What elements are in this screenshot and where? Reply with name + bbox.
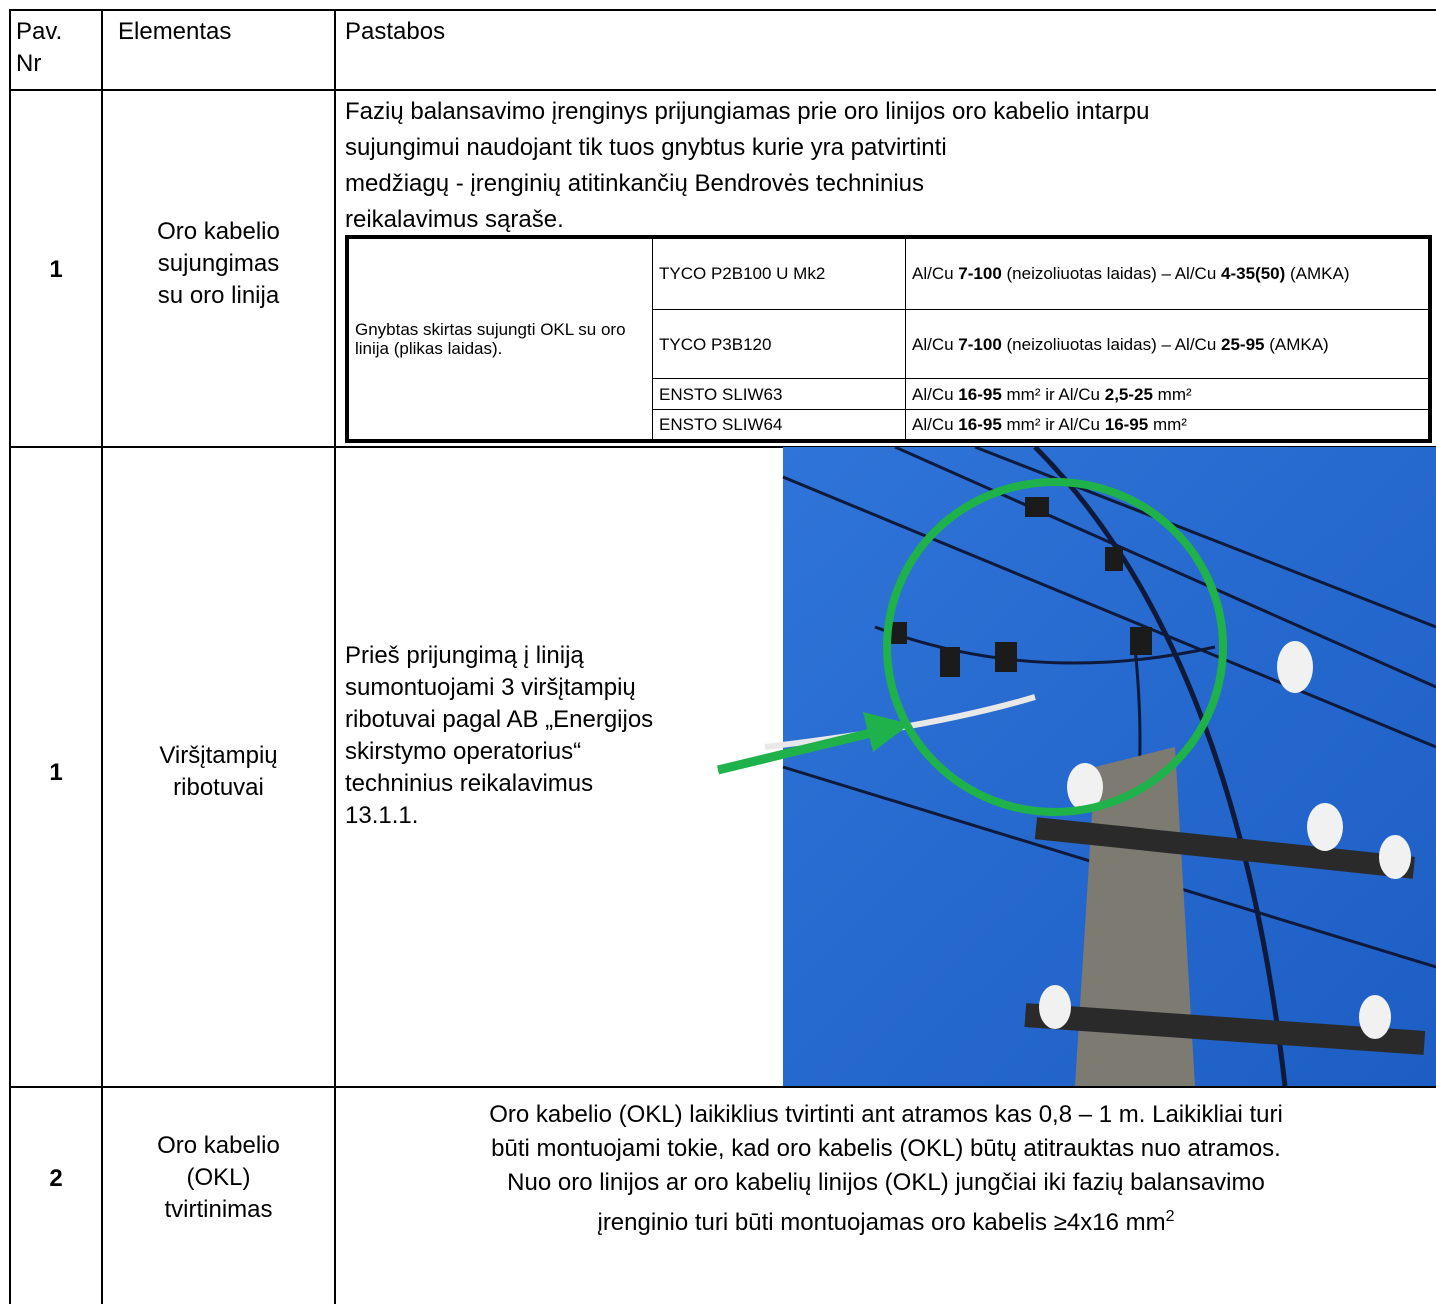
text: (AMKA) — [1264, 334, 1329, 354]
text: skirstymo operatorius“ — [345, 738, 582, 765]
text: ribotuvai — [173, 774, 264, 801]
text: 4-35(50) — [1221, 264, 1286, 284]
text: mm² ir Al/Cu — [1001, 384, 1105, 404]
superscript: 2 — [1165, 1208, 1175, 1225]
clamp-table: Gnybtas skirtas sujungti OKL su oro lini… — [345, 235, 1432, 443]
text: Al/Cu — [912, 334, 959, 354]
text: medžiagų - įrenginių atitinkančių Bendro… — [345, 170, 924, 197]
border — [10, 89, 1436, 91]
text: sujungimas — [157, 250, 280, 277]
text: Nuo oro linijos ar oro kabelių linijos (… — [507, 1169, 1265, 1196]
table: Gnybtas skirtas sujungti OKL su oro lini… — [348, 238, 1429, 441]
row-element: Oro kabelio (OKL) tvirtinimas — [102, 1130, 335, 1226]
text: Oro kabelio — [157, 1132, 280, 1159]
text: 16-95 — [958, 414, 1002, 434]
border — [10, 1086, 1436, 1088]
text: Viršįtampių — [159, 742, 278, 769]
row-notes: Oro kabelio (OKL) laikiklius tvirtinti a… — [336, 1098, 1436, 1240]
text: mm² — [1148, 414, 1187, 434]
row-element: Oro kabelio sujungimas su oro linija — [102, 216, 335, 312]
text: mm² — [1152, 384, 1192, 404]
text: sumontuojami 3 viršįtampių — [345, 674, 636, 701]
text: Prieš prijungimą į liniją — [345, 642, 584, 669]
text: Pav. — [16, 18, 63, 45]
clamp-model: ENSTO SLIW64 — [652, 408, 906, 441]
border — [334, 9, 336, 1304]
row-notes: Prieš prijungimą į liniją sumontuojami 3… — [345, 640, 653, 832]
text: Nr — [16, 50, 42, 77]
clamp-spec: Al/Cu 16-95 mm² ir Al/Cu 2,5-25 mm² — [905, 378, 1429, 410]
header-notes: Pastabos — [345, 16, 445, 48]
text: įrenginio turi būti montuojamas oro kabe… — [597, 1209, 1166, 1236]
clamp-spec: Al/Cu 16-95 mm² ir Al/Cu 16-95 mm² — [905, 408, 1429, 441]
header-element: Elementas — [118, 16, 231, 48]
border — [10, 446, 1436, 448]
text: (neizoliuotas laidas) – Al/Cu — [1001, 334, 1222, 354]
text: 7-100 — [958, 334, 1002, 354]
text: 2,5-25 — [1104, 384, 1153, 404]
text: techninius reikalavimus — [345, 770, 594, 797]
text: mm² ir Al/Cu — [1001, 414, 1105, 434]
text: 16-95 — [1104, 414, 1149, 434]
text: reikalavimus sąraše. — [345, 206, 564, 233]
text: ribotuvai pagal AB „Energijos — [345, 706, 654, 733]
clamp-model: TYCO P3B120 — [652, 308, 906, 380]
clamp-model: ENSTO SLIW63 — [652, 378, 906, 410]
row-number: 1 — [49, 256, 63, 283]
row-number: 1 — [49, 759, 63, 786]
header-number: Pav. Nr — [16, 16, 62, 80]
clamp-purpose: Gnybtas skirtas sujungti OKL su oro lini… — [348, 238, 653, 440]
row-element: Viršįtampių ribotuvai — [102, 740, 335, 804]
text: 25-95 — [1221, 334, 1265, 354]
row-notes: Fazių balansavimo įrenginys prijungiamas… — [345, 94, 1149, 238]
clamp-spec: Al/Cu 7-100 (neizoliuotas laidas) – Al/C… — [905, 308, 1429, 380]
text: 16-95 — [958, 384, 1002, 404]
text: Elementas — [118, 18, 232, 45]
text: sujungimui naudojant tik tuos gnybtus ku… — [345, 134, 947, 161]
text: su oro linija — [157, 282, 280, 309]
text: 13.1.1. — [345, 802, 419, 829]
photo — [716, 447, 1436, 1086]
clamp-model: TYCO P2B100 U Mk2 — [652, 238, 906, 310]
text: būti montuojami tokie, kad oro kabelis (… — [491, 1135, 1281, 1162]
border — [9, 9, 11, 1304]
text: tvirtinimas — [164, 1196, 273, 1223]
text: Al/Cu — [912, 264, 959, 284]
text: Oro kabelio — [157, 218, 280, 245]
border — [101, 9, 103, 1304]
text: Fazių balansavimo įrenginys prijungiamas… — [345, 98, 1150, 125]
text: (neizoliuotas laidas) – Al/Cu — [1001, 264, 1222, 284]
text: Pastabos — [345, 18, 446, 45]
text: (OKL) — [186, 1164, 251, 1191]
text: (AMKA) — [1285, 264, 1350, 284]
row-number: 2 — [49, 1165, 63, 1192]
border — [10, 9, 1436, 11]
text: Oro kabelio (OKL) laikiklius tvirtinti a… — [489, 1101, 1283, 1128]
text: Al/Cu — [912, 414, 959, 434]
text: 7-100 — [958, 264, 1002, 284]
clamp-spec: Al/Cu 7-100 (neizoliuotas laidas) – Al/C… — [905, 238, 1429, 310]
text: Al/Cu — [912, 384, 959, 404]
